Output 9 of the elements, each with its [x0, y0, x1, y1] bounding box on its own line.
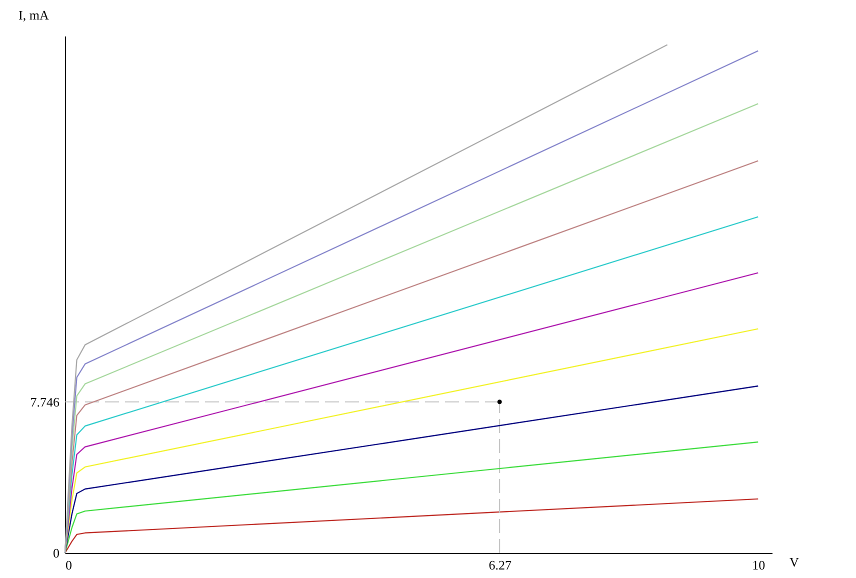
- x-tick-label: 10: [752, 558, 766, 572]
- x-tick-label: 0: [66, 558, 72, 572]
- line-series: [64, 498, 759, 554]
- x-tick-label: 6.27: [488, 558, 512, 572]
- y-tick-label: 7.746: [30, 394, 60, 410]
- y-axis-title: I, mA: [18, 8, 50, 22]
- line-series: [64, 328, 759, 554]
- x-axis-title: V: [790, 554, 800, 570]
- line-series: [64, 441, 759, 554]
